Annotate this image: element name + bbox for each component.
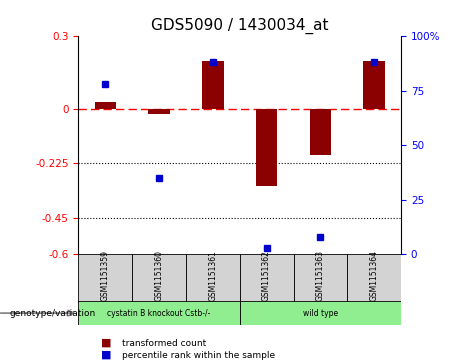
Text: wild type: wild type bbox=[303, 309, 338, 318]
Bar bbox=[186, 254, 240, 303]
Bar bbox=[202, 61, 224, 109]
Bar bbox=[78, 254, 132, 303]
Bar bbox=[256, 109, 278, 186]
Bar bbox=[240, 301, 401, 325]
Text: GSM1151363: GSM1151363 bbox=[316, 250, 325, 301]
Text: percentile rank within the sample: percentile rank within the sample bbox=[122, 351, 275, 359]
Text: transformed count: transformed count bbox=[122, 339, 207, 347]
Text: GSM1151359: GSM1151359 bbox=[101, 250, 110, 301]
Text: ■: ■ bbox=[101, 350, 112, 360]
Text: GSM1151360: GSM1151360 bbox=[154, 250, 164, 301]
Bar bbox=[310, 109, 331, 155]
Text: GSM1151362: GSM1151362 bbox=[262, 250, 271, 301]
Bar bbox=[78, 301, 240, 325]
Text: genotype/variation: genotype/variation bbox=[9, 310, 95, 318]
Bar bbox=[294, 254, 347, 303]
Bar bbox=[148, 109, 170, 114]
Bar bbox=[132, 254, 186, 303]
Bar bbox=[363, 61, 385, 109]
Text: GSM1151361: GSM1151361 bbox=[208, 250, 217, 301]
Title: GDS5090 / 1430034_at: GDS5090 / 1430034_at bbox=[151, 17, 329, 33]
Bar bbox=[95, 102, 116, 109]
Bar bbox=[347, 254, 401, 303]
Bar bbox=[240, 254, 294, 303]
Text: GSM1151364: GSM1151364 bbox=[370, 250, 378, 301]
Text: cystatin B knockout Cstb-/-: cystatin B knockout Cstb-/- bbox=[107, 309, 211, 318]
Text: ■: ■ bbox=[101, 338, 112, 348]
